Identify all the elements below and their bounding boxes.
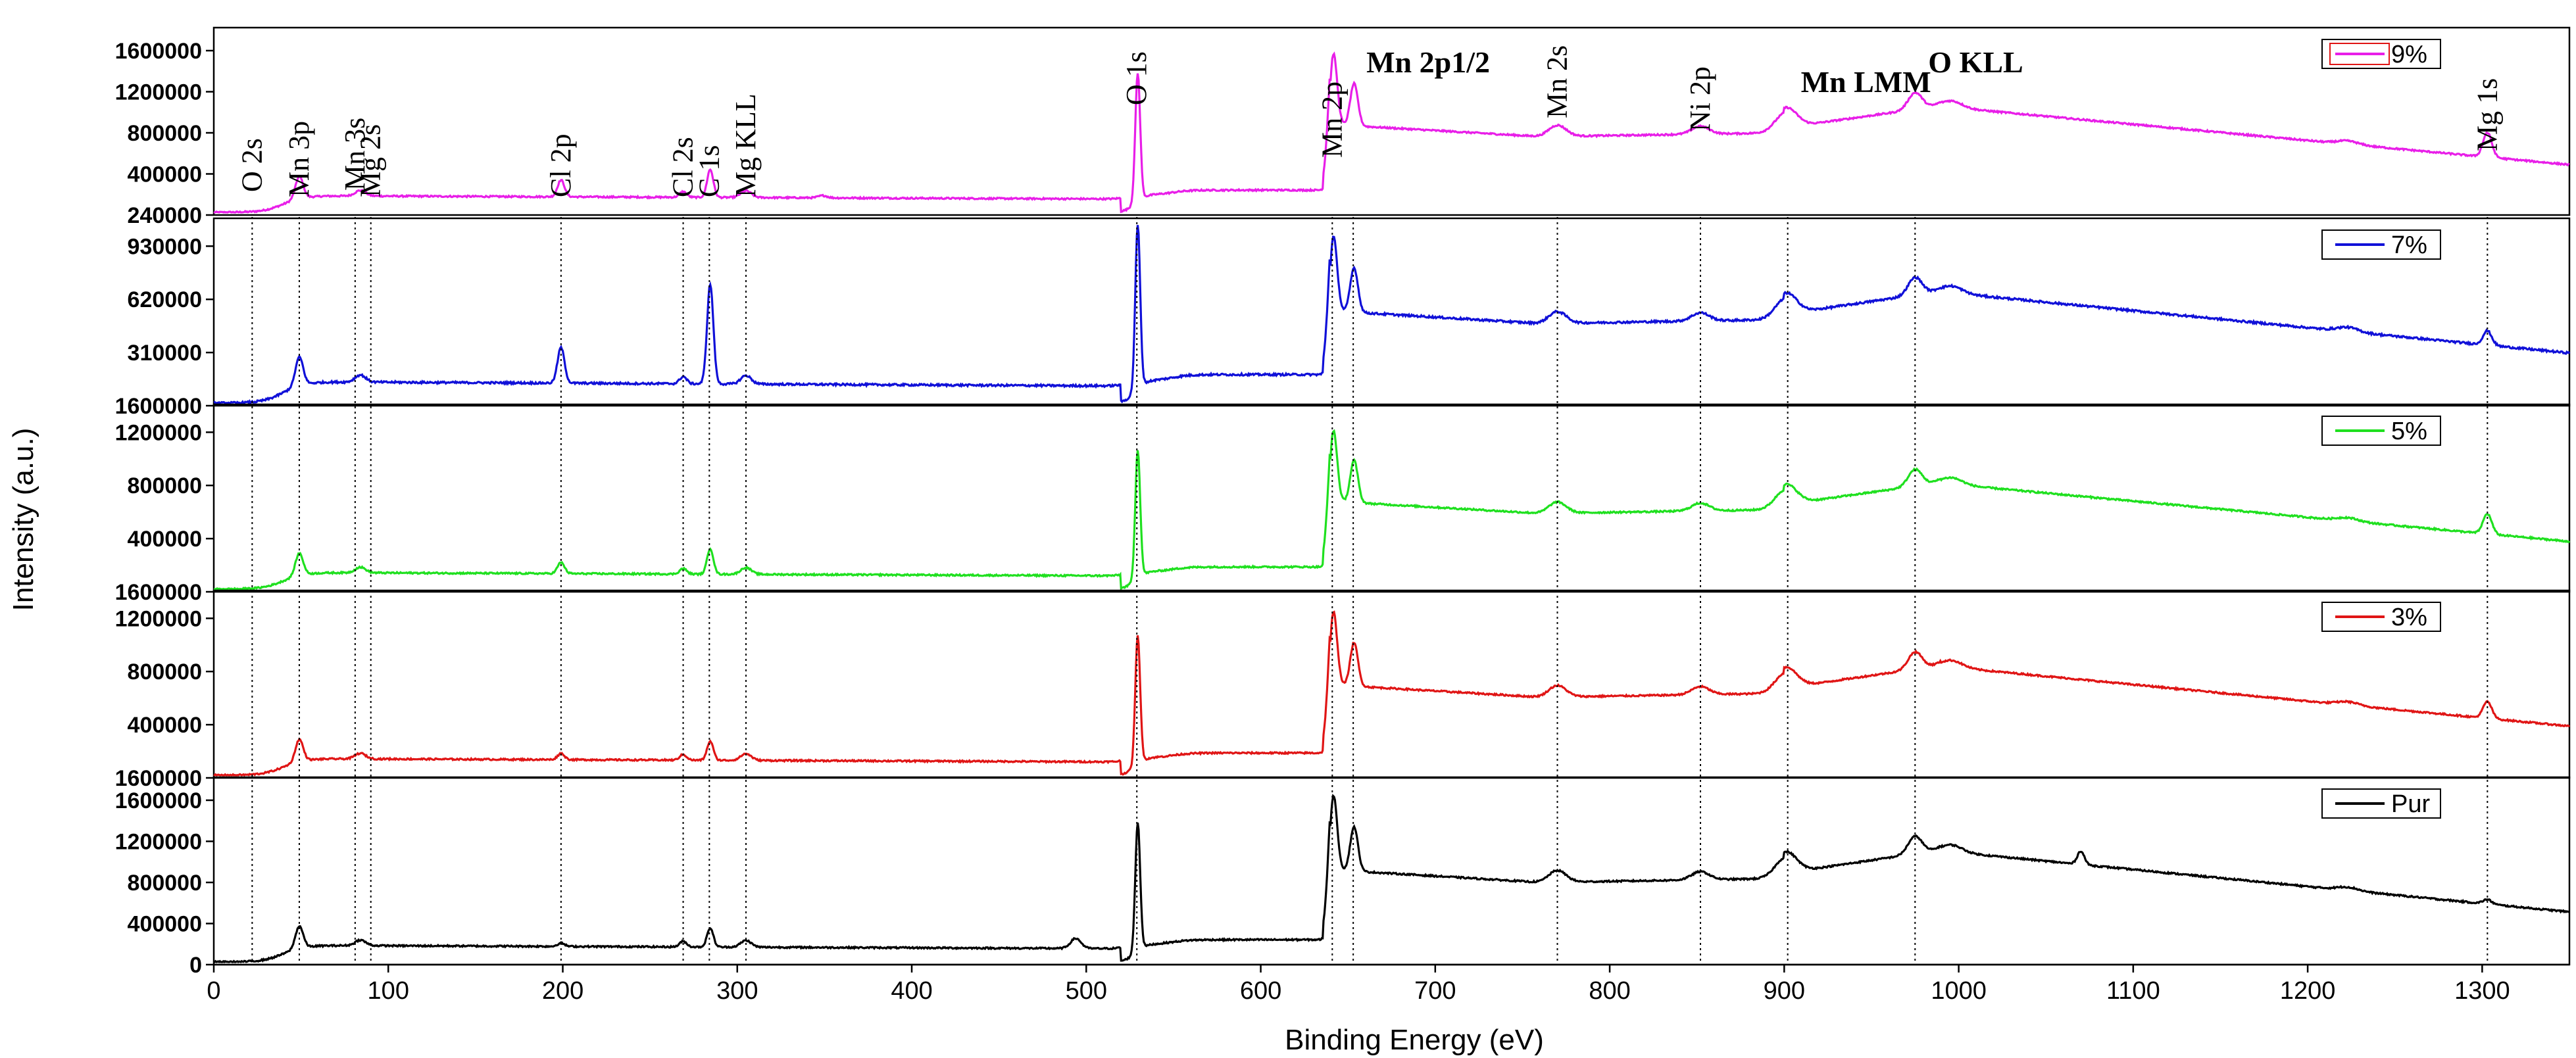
y-tick-label: 400000 (128, 912, 202, 937)
x-tick-label: 100 (368, 977, 409, 1005)
peak-label: O 1s (1120, 51, 1152, 105)
y-tick-label: 1600000 (115, 39, 202, 64)
series-line-5pct (213, 429, 2571, 592)
y-tick-label: 1600000 (115, 788, 202, 813)
x-tick-label: 800 (1589, 977, 1630, 1005)
y-tick-label: 400000 (128, 713, 202, 738)
peak-label: Cl 2p (545, 133, 577, 197)
peak-label: C 1s (693, 145, 725, 197)
series-line-9pct (213, 51, 2570, 214)
x-tick-label: 1200 (2280, 977, 2336, 1005)
legend-label: Pur (2391, 790, 2430, 818)
panel-4: 1600000 400000 800000 1200000 3% (115, 589, 2571, 791)
panel-3: 1600000 400000 800000 1200000 5% (115, 403, 2571, 605)
peak-label: Mn 2p (1316, 82, 1348, 158)
peak-label: Cl 2s (667, 137, 699, 197)
peak-label: Mn 3p (283, 121, 315, 197)
x-tick-label: 1100 (2106, 977, 2160, 1005)
x-tick-label: 400 (891, 977, 932, 1005)
legend-label: 3% (2391, 604, 2427, 631)
x-tick-label: 500 (1066, 977, 1107, 1005)
series-line-3pct (213, 610, 2571, 777)
peak-label: Mg KLL (730, 93, 762, 197)
panel-5: 0 400000 800000 1200000 1600000 Pur (115, 776, 2571, 978)
y-axis-label: Intensity (a.u.) (7, 428, 39, 612)
x-tick-label: 200 (542, 977, 583, 1005)
y-tick-label: 930000 (128, 234, 202, 259)
panel-frame (212, 776, 2571, 966)
y-tick-label: 800000 (128, 473, 202, 498)
x-tick-label: 1000 (1931, 977, 1987, 1005)
peak-label: Mg 2s (355, 124, 387, 197)
panel-frame (212, 589, 2571, 779)
x-tick-label: 600 (1240, 977, 1281, 1005)
x-tick-label: 700 (1414, 977, 1456, 1005)
y-tick-label: 400000 (128, 527, 202, 552)
y-tick-label: 1200000 (115, 830, 202, 855)
panel-frame (212, 403, 2571, 593)
y-tick-label: 1200000 (115, 80, 202, 105)
x-tick-label: 300 (716, 977, 758, 1005)
panel-frame (212, 26, 2571, 216)
peak-label: Ni 2p (1684, 66, 1716, 132)
y-tick-label: 0 (189, 953, 202, 978)
series-line-Pur (214, 794, 2570, 964)
peak-label: O 2s (235, 138, 268, 192)
y-tick-label: 240000 (128, 203, 202, 228)
y-tick-label: 800000 (128, 660, 202, 685)
peak-label: Mn 3s (339, 118, 371, 191)
y-tick-label: 1200000 (115, 606, 202, 631)
panel-frame (212, 217, 2571, 407)
legend-label: 5% (2391, 418, 2427, 445)
y-tick-label: 1200000 (115, 420, 202, 445)
peak-label: Mn 2p1/2 (1366, 45, 1490, 79)
x-tick-label: 0 (207, 977, 220, 1005)
y-tick-label: 800000 (128, 121, 202, 146)
y-tick-label: 620000 (128, 287, 202, 312)
peak-label: Mn 2s (1541, 45, 1573, 118)
panel-1: 240000 400000 800000 1200000 1600000 9% (115, 26, 2571, 228)
legend-label: 9% (2391, 41, 2427, 68)
x-tick-label: 1300 (2454, 977, 2510, 1005)
x-axis: 0 100 200 300 400 500 600 700 800 900 1000 1100 1200… (207, 963, 2569, 1005)
y-tick-label: 800000 (128, 871, 202, 896)
y-tick-label: 1600000 (115, 766, 202, 791)
peak-label: O KLL (1928, 45, 2023, 79)
panel-2: 1600000 310000 620000 930000 7% (115, 217, 2571, 419)
legend-highlight (2329, 43, 2390, 65)
legend-label: 7% (2391, 231, 2427, 259)
x-axis-label: Binding Energy (eV) (1285, 1024, 1544, 1056)
y-tick-label: 400000 (128, 162, 202, 187)
peak-label: Mn LMM (1801, 65, 1931, 99)
y-tick-label: 1600000 (115, 580, 202, 605)
y-tick-label: 310000 (128, 341, 202, 366)
peak-label: Mg 1s (2471, 78, 2503, 151)
series-line-7pct (213, 225, 2571, 406)
x-tick-label: 900 (1764, 977, 1805, 1005)
y-tick-label: 1600000 (115, 394, 202, 419)
